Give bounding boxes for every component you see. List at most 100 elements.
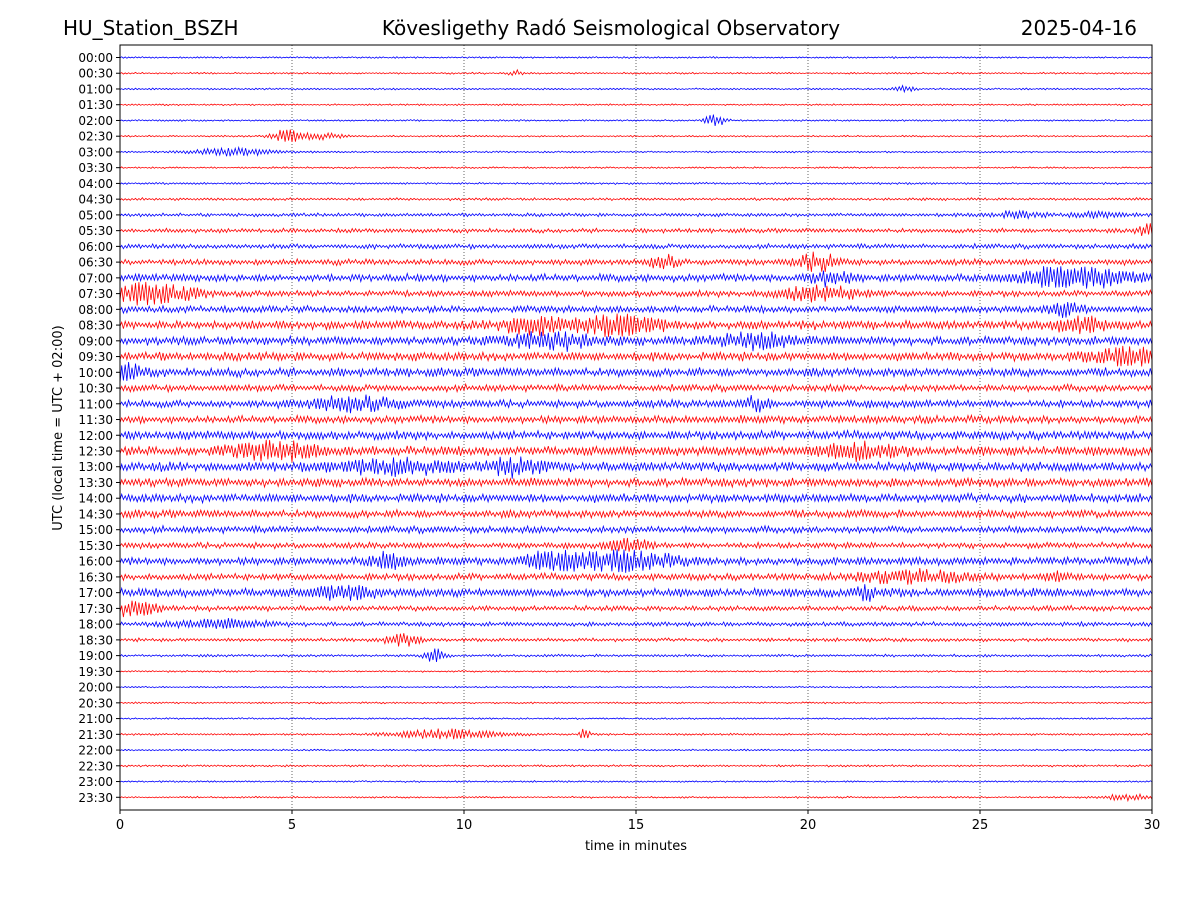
trace-0600 <box>119 242 1153 251</box>
trace-1330 <box>119 476 1153 489</box>
trace-0900 <box>119 331 1153 352</box>
trace-1030 <box>119 382 1153 394</box>
trace-0700 <box>119 266 1153 289</box>
trace-0400 <box>119 181 1153 186</box>
y-tick-label: 06:30 <box>78 256 113 270</box>
y-tick-label: 14:30 <box>78 507 113 521</box>
y-axis-label: UTC (local time = UTC + 02:00) <box>51 325 66 530</box>
trace-0230 <box>119 129 1153 142</box>
trace-0000 <box>119 56 1153 60</box>
trace-0300 <box>119 145 1153 157</box>
y-tick-label: 09:30 <box>78 350 113 364</box>
trace-0130 <box>119 103 1153 107</box>
trace-1230 <box>119 439 1153 463</box>
trace-0030 <box>119 68 1153 77</box>
trace-1500 <box>119 524 1153 535</box>
trace-2130 <box>119 728 1153 740</box>
y-tick-label: 08:30 <box>78 319 113 333</box>
trace-1430 <box>119 508 1153 520</box>
y-tick-label: 21:30 <box>78 728 113 742</box>
y-tick-label: 01:00 <box>78 82 113 96</box>
y-tick-label: 18:30 <box>78 633 113 647</box>
trace-1800 <box>119 618 1153 630</box>
y-tick-label: 21:00 <box>78 712 113 726</box>
y-tick-label: 15:30 <box>78 539 113 553</box>
trace-0100 <box>119 84 1153 94</box>
trace-2330 <box>119 792 1153 803</box>
trace-1100 <box>119 394 1153 414</box>
y-tick-label: 22:30 <box>78 759 113 773</box>
y-tick-label: 16:30 <box>78 570 113 584</box>
chart-date: 2025-04-16 <box>1020 16 1137 40</box>
y-tick-label: 18:00 <box>78 618 113 632</box>
y-tick-label: 07:30 <box>78 287 113 301</box>
trace-1400 <box>119 491 1153 505</box>
trace-2230 <box>119 763 1153 768</box>
y-tick-label: 10:00 <box>78 366 113 380</box>
y-tick-label: 03:30 <box>78 161 113 175</box>
y-tick-label: 16:00 <box>78 555 113 569</box>
y-tick-label: 23:30 <box>78 791 113 805</box>
trace-2030 <box>119 701 1153 705</box>
grid-lines <box>291 45 981 810</box>
trace-1130 <box>119 413 1153 426</box>
trace-0730 <box>119 281 1153 306</box>
trace-0830 <box>119 313 1153 337</box>
x-tick-label: 30 <box>1144 818 1161 833</box>
trace-1930 <box>119 669 1153 673</box>
y-tick-label: 05:00 <box>78 208 113 222</box>
trace-2000 <box>119 685 1153 689</box>
trace-0200 <box>119 114 1153 126</box>
y-tick-label: 00:30 <box>78 67 113 81</box>
y-tick-label: 19:00 <box>78 649 113 663</box>
trace-0530 <box>119 223 1153 236</box>
y-tick-label: 11:30 <box>78 413 113 427</box>
y-tick-label: 17:30 <box>78 602 113 616</box>
y-tick-label: 12:30 <box>78 445 113 459</box>
y-tick-label: 19:30 <box>78 665 113 679</box>
y-tick-label: 01:30 <box>78 98 113 112</box>
y-tick-label: 02:30 <box>78 130 113 144</box>
trace-1630 <box>119 568 1153 585</box>
x-tick-label: 20 <box>800 818 817 833</box>
trace-2300 <box>119 780 1153 784</box>
trace-layer <box>119 56 1153 803</box>
trace-1300 <box>119 456 1153 479</box>
y-tick-label: 04:30 <box>78 193 113 207</box>
trace-1900 <box>119 648 1153 663</box>
x-tick-label: 10 <box>456 818 473 833</box>
y-tick-label: 11:00 <box>78 397 113 411</box>
trace-2100 <box>119 717 1153 721</box>
x-tick-label: 0 <box>116 818 124 833</box>
y-tick-label: 06:00 <box>78 240 113 254</box>
trace-1700 <box>119 584 1153 602</box>
trace-0430 <box>119 197 1153 202</box>
trace-1830 <box>119 633 1153 647</box>
y-tick-label: 17:00 <box>78 586 113 600</box>
trace-1600 <box>119 549 1153 573</box>
y-tick-label: 05:30 <box>78 224 113 238</box>
y-tick-label: 04:00 <box>78 177 113 191</box>
x-axis: 0 5 10 15 20 25 30 <box>116 810 1160 833</box>
x-tick-label: 15 <box>628 818 645 833</box>
y-tick-label: 10:30 <box>78 382 113 396</box>
y-tick-label: 07:00 <box>78 271 113 285</box>
y-tick-label: 00:00 <box>78 51 113 65</box>
chart-title: Kövesligethy Radó Seismological Observat… <box>381 16 841 40</box>
trace-1730 <box>119 600 1153 618</box>
trace-0630 <box>119 251 1153 273</box>
x-tick-label: 25 <box>972 818 989 833</box>
trace-1000 <box>119 361 1153 384</box>
y-tick-label: 15:00 <box>78 523 113 537</box>
trace-0330 <box>119 166 1153 170</box>
y-tick-label: 13:30 <box>78 476 113 490</box>
trace-0500 <box>119 209 1153 220</box>
y-tick-label: 14:00 <box>78 492 113 506</box>
y-tick-label: 12:00 <box>78 429 113 443</box>
trace-1200 <box>119 428 1153 442</box>
y-tick-label: 09:00 <box>78 334 113 348</box>
x-tick-label: 5 <box>288 818 296 833</box>
y-tick-label: 20:00 <box>78 681 113 695</box>
